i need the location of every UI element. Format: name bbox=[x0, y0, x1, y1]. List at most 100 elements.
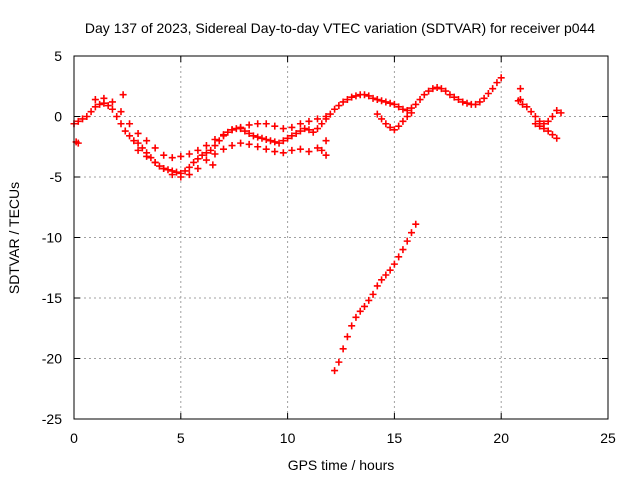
series-mid-band bbox=[373, 109, 415, 134]
data-point bbox=[399, 105, 407, 113]
data-point bbox=[211, 142, 219, 150]
data-point bbox=[450, 93, 458, 101]
data-point bbox=[548, 113, 556, 120]
data-point bbox=[177, 152, 185, 160]
data-point bbox=[516, 85, 524, 93]
data-point bbox=[254, 120, 262, 128]
data-point bbox=[271, 122, 279, 130]
data-point bbox=[220, 131, 228, 139]
data-point bbox=[425, 87, 433, 95]
data-point bbox=[108, 105, 116, 113]
data-point bbox=[348, 93, 356, 101]
data-point bbox=[322, 113, 330, 120]
data-point bbox=[83, 113, 91, 120]
data-point bbox=[484, 90, 492, 98]
chart-title: Day 137 of 2023, Sidereal Day-to-day VTE… bbox=[85, 20, 595, 36]
data-point bbox=[322, 151, 330, 159]
data-point bbox=[360, 91, 368, 99]
data-point bbox=[224, 128, 232, 136]
data-point bbox=[209, 161, 217, 169]
data-point bbox=[519, 100, 527, 108]
y-axis-title: SDTVAR / TECUs bbox=[6, 182, 22, 294]
data-point bbox=[305, 148, 313, 156]
data-point bbox=[117, 120, 125, 128]
data-point bbox=[254, 133, 262, 141]
x-tick-label: 25 bbox=[600, 430, 616, 446]
data-point bbox=[228, 126, 236, 134]
data-point bbox=[454, 96, 462, 104]
data-point bbox=[185, 150, 193, 158]
data-point bbox=[173, 168, 181, 176]
data-point bbox=[249, 132, 257, 140]
y-tick-label: -5 bbox=[50, 169, 63, 185]
data-point bbox=[412, 100, 420, 108]
series-lower-band bbox=[134, 137, 330, 181]
data-point bbox=[442, 87, 450, 95]
data-point bbox=[91, 96, 99, 104]
data-point bbox=[126, 120, 134, 128]
data-point bbox=[373, 96, 381, 104]
data-point bbox=[360, 302, 368, 310]
data-point bbox=[382, 120, 390, 128]
data-point bbox=[104, 102, 112, 110]
series-end-track bbox=[514, 97, 565, 128]
data-point bbox=[202, 142, 210, 150]
data-point bbox=[493, 79, 501, 87]
data-point bbox=[113, 113, 121, 120]
data-point bbox=[386, 99, 394, 107]
series-upper-band bbox=[91, 94, 330, 162]
data-point bbox=[386, 266, 394, 274]
data-point bbox=[472, 100, 480, 108]
y-tick-label: 5 bbox=[54, 48, 62, 64]
y-tick-label: -15 bbox=[42, 290, 62, 306]
data-point bbox=[343, 96, 351, 104]
data-point bbox=[516, 96, 524, 104]
data-point bbox=[322, 137, 330, 145]
data-point bbox=[194, 155, 202, 163]
data-point bbox=[305, 126, 313, 134]
data-point bbox=[373, 110, 381, 118]
x-tick-labels: 0 5 10 15 20 25 bbox=[70, 430, 616, 446]
data-point bbox=[463, 99, 471, 107]
data-point bbox=[202, 156, 210, 164]
data-point bbox=[100, 94, 108, 102]
data-point bbox=[527, 108, 535, 116]
data-point bbox=[143, 152, 151, 160]
data-point bbox=[151, 158, 159, 166]
data-point bbox=[489, 85, 497, 93]
data-point bbox=[138, 144, 146, 152]
data-point bbox=[198, 151, 206, 159]
data-point bbox=[155, 162, 163, 170]
data-point bbox=[395, 122, 403, 130]
data-point bbox=[117, 108, 125, 116]
data-point bbox=[254, 143, 262, 151]
data-point bbox=[352, 92, 360, 100]
data-point bbox=[262, 135, 270, 143]
data-point bbox=[288, 132, 296, 140]
data-point bbox=[143, 137, 151, 145]
data-point bbox=[369, 94, 377, 102]
data-point bbox=[318, 146, 326, 154]
y-tick-label: -25 bbox=[42, 411, 62, 427]
data-point bbox=[459, 98, 467, 106]
data-point bbox=[245, 140, 253, 148]
x-axis-title: GPS time / hours bbox=[288, 457, 395, 473]
x-tick-label: 15 bbox=[387, 430, 403, 446]
data-point bbox=[279, 137, 287, 145]
data-point bbox=[271, 138, 279, 146]
data-point bbox=[267, 137, 275, 145]
data-point bbox=[382, 271, 390, 279]
data-point bbox=[339, 98, 347, 106]
data-point bbox=[211, 135, 219, 143]
data-point bbox=[108, 98, 116, 106]
data-point bbox=[331, 367, 339, 375]
data-point bbox=[523, 103, 531, 111]
data-point bbox=[536, 122, 544, 130]
data-point bbox=[553, 134, 561, 142]
data-point bbox=[185, 171, 193, 179]
data-point bbox=[557, 109, 565, 117]
data-point bbox=[74, 117, 82, 125]
data-point bbox=[399, 246, 407, 254]
data-point bbox=[378, 115, 386, 123]
